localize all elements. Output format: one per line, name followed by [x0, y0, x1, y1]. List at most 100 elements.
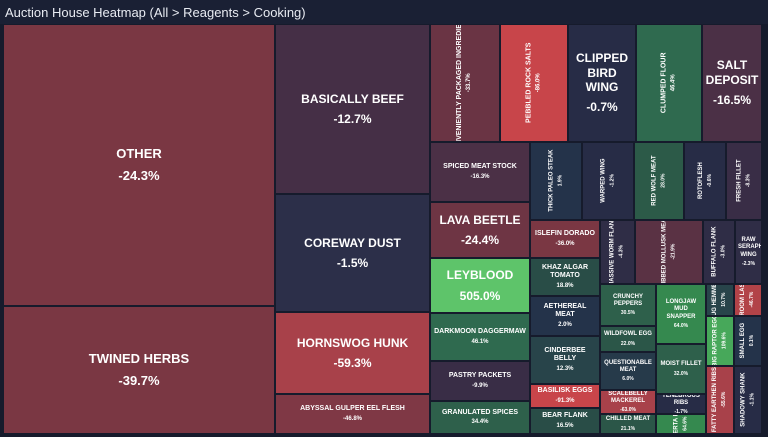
tile-massive-worm-flank[interactable]: MASSIVE WORM FLANK -4.3% [600, 220, 635, 284]
tile-content: ISLEFIN DORADO -36.0% [532, 230, 598, 248]
tile-rotoflesh[interactable]: ROTOFLESH -0.6% [684, 142, 726, 220]
tile-name: MUSHROOM LASAGNA [740, 285, 747, 315]
tile-name: BIG RAPTOR EGG [712, 316, 719, 366]
tile-name: PEBBLED ROCK SALTS [525, 42, 533, 124]
tile-scalebelly-mackerel[interactable]: SCALEBELLY MACKEREL -63.0% [600, 390, 656, 414]
tile-content: KHAZ ALGAR TOMATO 18.8% [531, 264, 599, 290]
tile-clumped-flour[interactable]: CLUMPED FLOUR 46.4% [636, 24, 702, 142]
tile-name: FRESH FILLET [736, 159, 743, 203]
tile-mushroom-lasagna[interactable]: MUSHROOM LASAGNA-46.7% [734, 284, 762, 316]
tile-change: -24.4% [460, 233, 500, 247]
tile-change: -59.3% [333, 356, 372, 370]
tile-name: BASILISK EGGS [537, 387, 593, 395]
tile-warped-wing[interactable]: WARPED WING -1.2% [582, 142, 634, 220]
tile-name: LONGJAW MUD SNAPPER [665, 299, 697, 320]
tile-change: 1.9% [557, 175, 564, 187]
tile-big-raptor-egg[interactable]: BIG RAPTOR EGG 109.6% [706, 316, 734, 366]
tile-change: -1.7% [674, 409, 688, 414]
tile-name: MASSIVE WORM FLANK [609, 220, 616, 284]
tile-name: RIBBED MOLLUSK MEAT [661, 220, 668, 284]
tile-bug-hemmer[interactable]: BUG HEMMER 10.7% [706, 284, 734, 316]
tile-content: BASILISK EGGS -91.3% [535, 387, 596, 405]
tile-content: RAW SERAPHIC WING -2.3% [736, 237, 761, 267]
tile-change: 46.4% [670, 74, 677, 92]
tile-questionable-meat[interactable]: QUESTIONABLE MEAT 6.0% [600, 352, 656, 390]
tile-ribbed-mollusk-meat[interactable]: RIBBED MOLLUSK MEAT -21.9% [635, 220, 703, 284]
tile-name: CLUMPED FLOUR [660, 52, 668, 114]
tile-fresh-fillet[interactable]: FRESH FILLET -8.3% [726, 142, 762, 220]
tile-content: SCALEBELLY MACKEREL -63.0% [601, 391, 655, 413]
tile-darkmoon-daggermaw[interactable]: DARKMOON DAGGERMAW 46.1% [430, 313, 530, 361]
tile-lava-beetle[interactable]: LAVA BEETLE -24.4% [430, 202, 530, 258]
tile-name: LAVA BEETLE [439, 212, 521, 227]
tile-hornswog-hunk[interactable]: HORNSWOG HUNK -59.3% [275, 312, 430, 394]
tile-content: CLUMPED FLOUR 46.4% [660, 53, 678, 114]
tile-thick-paleo-steak[interactable]: THICK PALEO STEAK 1.9% [530, 142, 582, 220]
tile-leyblood[interactable]: LEYBLOOD 505.0% [430, 258, 530, 313]
tile-buffalo-flank[interactable]: BUFFALO FLANK -3.0% [703, 220, 735, 284]
tile-bear-flank[interactable]: BEAR FLANK 16.5% [530, 408, 600, 434]
tile-content: WARPED WING -1.2% [600, 159, 615, 203]
tile-raw-seraphic-wing[interactable]: RAW SERAPHIC WING -2.3% [735, 220, 762, 284]
tile-spiced-meat-stock[interactable]: SPICED MEAT STOCK -16.3% [430, 142, 530, 202]
tile-basilisk-eggs[interactable]: BASILISK EGGS -91.3% [530, 384, 600, 408]
page-title: Auction House Heatmap (All > Reagents > … [5, 5, 306, 20]
tile-content: THICK PALEO STEAK 1.9% [548, 150, 563, 212]
tile-moist-fillet[interactable]: MOIST FILLET 32.0% [656, 344, 706, 394]
tile-pebbled-rock-salts[interactable]: PEBBLED ROCK SALTS -86.0% [500, 24, 568, 142]
tile-basically-beef[interactable]: BASICALLY BEEF -12.7% [275, 24, 430, 194]
tile-content: LAVA BEETLE -24.4% [436, 213, 523, 248]
tile-name: TENEBROUS RIBS [662, 394, 700, 406]
tile-name: RAW SERAPHIC WING [738, 237, 761, 258]
tile-tenebrous-ribs[interactable]: TENEBROUS RIBS -1.7% [656, 394, 706, 414]
tile-name: MOIST FILLET [660, 361, 702, 368]
tile-shadowy-shank[interactable]: SHADOWY SHANK -1.1% [734, 366, 762, 434]
tile-granulated-spices[interactable]: GRANULATED SPICES 34.4% [430, 401, 530, 434]
tile-name: ABYSSAL GULPER EEL FLESH [300, 405, 405, 413]
tile-change: 64.0% [673, 322, 689, 329]
tile-content: HORNSWOG HUNK -59.3% [294, 336, 411, 371]
tile-twined-herbs[interactable]: TWINED HERBS -39.7% [3, 306, 275, 434]
tile-change: -39.7% [118, 373, 160, 388]
tile-pastry-packets[interactable]: PASTRY PACKETS -9.9% [430, 361, 530, 401]
tile-fatty-earthen-ribs[interactable]: FATTY EARTHEN RIBS -55.6% [706, 366, 734, 434]
tile-cinderbee-belly[interactable]: CINDERBEE BELLY 12.3% [530, 336, 600, 384]
tile-wildfowl-egg[interactable]: WILDFOWL EGG 22.0% [600, 326, 656, 352]
tile-name: OTHER [116, 146, 162, 162]
tile-salt-deposit[interactable]: SALT DEPOSIT -16.5% [702, 24, 762, 142]
tile-content: BASICALLY BEEF -12.7% [298, 92, 407, 127]
tile-longjaw-mud-snapper[interactable]: LONGJAW MUD SNAPPER 64.0% [656, 284, 706, 344]
tile-khaz-algar-tomato[interactable]: KHAZ ALGAR TOMATO 18.8% [530, 258, 600, 296]
tile-conveniently-packaged-ingredients[interactable]: CONVENIENTLY PACKAGED INGREDIENTS -33.7% [430, 24, 500, 142]
tile-name: RED WOLF MEAT [651, 155, 658, 207]
tile-crunchy-peppers[interactable]: CRUNCHY PEPPERS 30.5% [600, 284, 656, 326]
tile-name: WARPED WING [600, 158, 607, 204]
tile-red-wolf-meat[interactable]: RED WOLF MEAT 28.0% [634, 142, 684, 220]
tile-lyverta-pike[interactable]: LYVERTA PIKE64.6% [656, 414, 706, 434]
tile-clipped-bird-wing[interactable]: CLIPPED BIRD WING -0.7% [568, 24, 636, 142]
tile-coreway-dust[interactable]: COREWAY DUST -1.5% [275, 194, 430, 312]
tile-chilled-meat[interactable]: CHILLED MEAT 21.1% [600, 414, 656, 434]
tile-change: 21.1% [620, 425, 636, 432]
tile-name: HORNSWOG HUNK [296, 335, 409, 350]
tile-content: CRUNCHY PEPPERS 30.5% [601, 294, 655, 316]
tile-change: 22.0% [620, 340, 636, 347]
tile-content: ABYSSAL GULPER EEL FLESH -46.8% [297, 405, 408, 423]
tile-change: 0.1% [749, 335, 756, 347]
tile-content: RED WOLF MEAT 28.0% [651, 156, 666, 206]
tile-small-egg[interactable]: SMALL EGG 0.1% [734, 316, 762, 366]
tile-change: 505.0% [459, 288, 501, 303]
tile-abyssal-gulper-eel-flesh[interactable]: ABYSSAL GULPER EEL FLESH -46.8% [275, 394, 430, 434]
tile-name: FATTY EARTHEN RIBS [712, 367, 719, 433]
tile-change: 30.5% [620, 310, 636, 317]
tile-content: SHADOWY SHANK -1.1% [740, 373, 755, 427]
tile-name: BUFFALO FLANK [711, 226, 718, 278]
tile-change: -9.9% [472, 382, 488, 389]
tile-change: -1.1% [749, 393, 756, 407]
tile-name: WILDFOWL EGG [604, 331, 652, 338]
tile-content: TWINED HERBS -39.7% [86, 351, 192, 388]
tile-aethereal-meat[interactable]: AETHEREAL MEAT 2.0% [530, 296, 600, 336]
tile-islefin-dorado[interactable]: ISLEFIN DORADO -36.0% [530, 220, 600, 258]
tile-name: SMALL EGG [740, 323, 747, 359]
tile-other[interactable]: OTHER -24.3% [3, 24, 275, 306]
